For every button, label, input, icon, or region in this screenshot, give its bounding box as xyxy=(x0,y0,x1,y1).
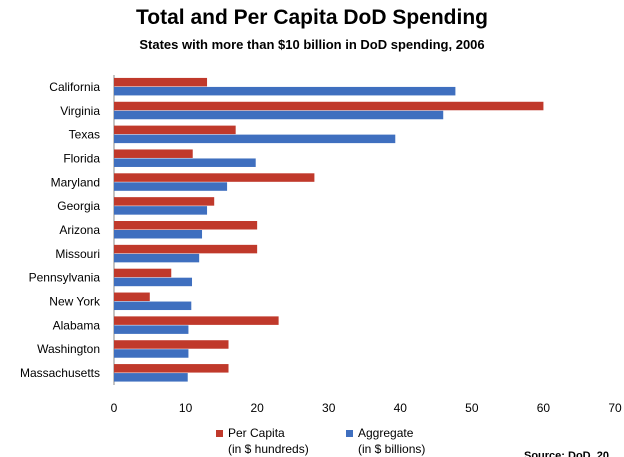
bar-per-capita xyxy=(114,221,258,230)
bar-per-capita xyxy=(114,173,315,182)
bar-aggregate xyxy=(114,158,256,167)
legend-swatch xyxy=(216,430,223,437)
x-tick-label: 70 xyxy=(608,401,622,415)
category-label: Virginia xyxy=(60,104,100,118)
bar-aggregate xyxy=(114,206,208,215)
legend-swatch xyxy=(346,430,353,437)
bar-per-capita xyxy=(114,364,229,373)
legend-sublabel: (in $ billions) xyxy=(358,442,425,456)
bar-per-capita xyxy=(114,292,150,302)
x-tick-label: 10 xyxy=(179,401,193,415)
x-tick-label: 60 xyxy=(537,401,551,415)
source-note: Source: DoD, 20 xyxy=(524,450,609,457)
bar-per-capita xyxy=(114,316,279,325)
category-label: Massachusetts xyxy=(20,366,100,380)
bar-aggregate xyxy=(114,277,193,287)
category-label: Pennsylvania xyxy=(29,271,101,285)
bar-aggregate xyxy=(114,230,203,239)
category-label: Arizona xyxy=(59,223,100,237)
bar-per-capita xyxy=(114,77,208,87)
category-label: Missouri xyxy=(55,247,100,261)
bar-aggregate xyxy=(114,182,228,191)
category-label: Washington xyxy=(37,342,100,356)
bar-per-capita xyxy=(114,149,193,158)
bar-aggregate xyxy=(114,110,444,120)
category-label: Texas xyxy=(69,128,100,142)
bar-aggregate xyxy=(114,325,189,334)
legend-label: Aggregate xyxy=(358,426,414,440)
bar-per-capita xyxy=(114,125,236,135)
chart-title: Total and Per Capita DoD Spending xyxy=(136,6,488,29)
bar-aggregate xyxy=(114,134,396,144)
category-label: Maryland xyxy=(51,175,100,189)
category-label: California xyxy=(49,80,100,94)
bar-aggregate xyxy=(114,301,192,311)
bar-per-capita xyxy=(114,340,229,349)
bar-per-capita xyxy=(114,268,172,278)
category-label: New York xyxy=(49,295,101,309)
bar-aggregate xyxy=(114,86,456,96)
x-tick-label: 20 xyxy=(250,401,264,415)
x-tick-label: 40 xyxy=(394,401,408,415)
bar-per-capita xyxy=(114,197,215,206)
bar-per-capita xyxy=(114,101,544,111)
bar-aggregate xyxy=(114,349,189,358)
bar-per-capita xyxy=(114,244,258,254)
legend-label: Per Capita xyxy=(228,426,285,440)
x-tick-label: 30 xyxy=(322,401,336,415)
category-label: Georgia xyxy=(57,199,100,213)
chart-subtitle: States with more than $10 billion in DoD… xyxy=(139,37,485,52)
x-tick-label: 0 xyxy=(111,401,118,415)
bar-aggregate xyxy=(114,253,200,263)
legend-sublabel: (in $ hundreds) xyxy=(228,442,309,456)
x-tick-label: 50 xyxy=(465,401,479,415)
category-label: Florida xyxy=(63,151,100,165)
bar-aggregate xyxy=(114,373,188,382)
category-label: Alabama xyxy=(53,318,101,332)
